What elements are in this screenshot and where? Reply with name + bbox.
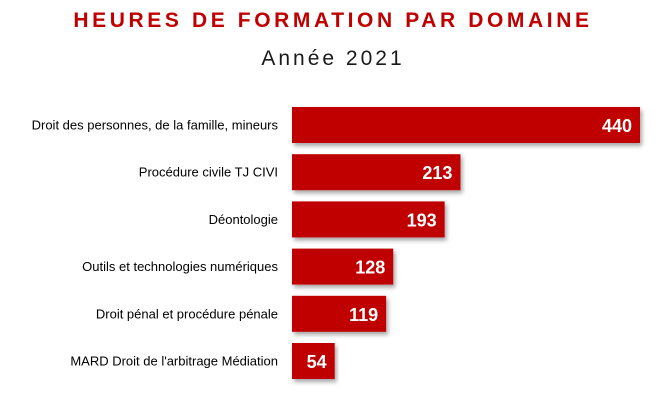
bar [292,295,387,332]
data-label: 213 [422,163,452,183]
bar [292,248,394,285]
bar [292,201,445,238]
bar [292,107,640,143]
data-label: 193 [407,210,437,230]
category-label: MARD Droit de l'arbitrage Médiation [70,354,278,369]
category-label: Droit pénal et procédure pénale [96,306,278,321]
category-label: Déontologie [209,212,278,227]
bar [292,343,335,379]
data-label: 54 [307,352,327,372]
category-label: Droit des personnes, de la famille, mine… [32,118,279,133]
category-label: Procédure civile TJ CIVI [139,165,278,180]
bar [292,154,461,191]
category-label: Outils et technologies numériques [82,259,278,274]
chart-subtitle: Année 2021 [261,47,405,70]
data-label: 440 [602,116,632,136]
bars-group: Droit des personnes, de la famille, mine… [32,107,640,379]
data-label: 128 [355,258,385,278]
data-label: 119 [349,305,378,325]
chart-title: HEURES DE FORMATION PAR DOMAINE [73,9,593,32]
